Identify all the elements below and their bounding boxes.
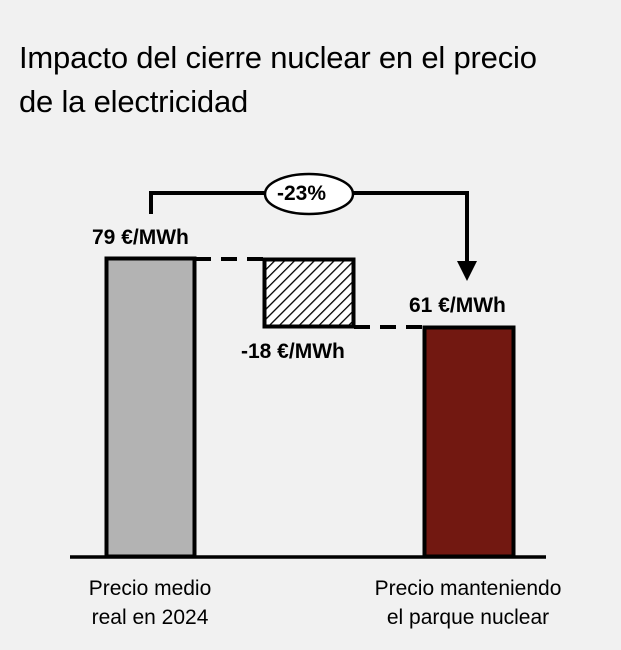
arrow-head-icon xyxy=(457,261,477,281)
category-label-line: Precio manteniendo xyxy=(374,577,562,600)
title-line-2: de la electricidad xyxy=(19,84,249,119)
delta-value-label: -18 €/MWh xyxy=(241,340,345,363)
bar1-value-label: 79 €/MWh xyxy=(92,226,189,249)
change-pct-label: -23% xyxy=(277,182,327,205)
bar-actual-price xyxy=(104,256,197,559)
category-label-line: real en 2024 xyxy=(91,606,209,629)
category-label-actual: Precio medio real en 2024 xyxy=(70,574,230,632)
chart-title: Impacto del cierre nuclear en el precio … xyxy=(19,36,537,124)
bar-delta xyxy=(262,257,356,329)
bar2-value-label: 61 €/MWh xyxy=(409,294,506,317)
title-line-1: Impacto del cierre nuclear en el precio xyxy=(19,40,537,75)
category-label-nuclear: Precio manteniendo el parque nuclear xyxy=(345,574,591,632)
bar-nuclear-price xyxy=(422,325,516,559)
category-label-line: el parque nuclear xyxy=(386,606,550,629)
change-badge xyxy=(263,172,355,216)
category-label-line: Precio medio xyxy=(88,577,212,600)
